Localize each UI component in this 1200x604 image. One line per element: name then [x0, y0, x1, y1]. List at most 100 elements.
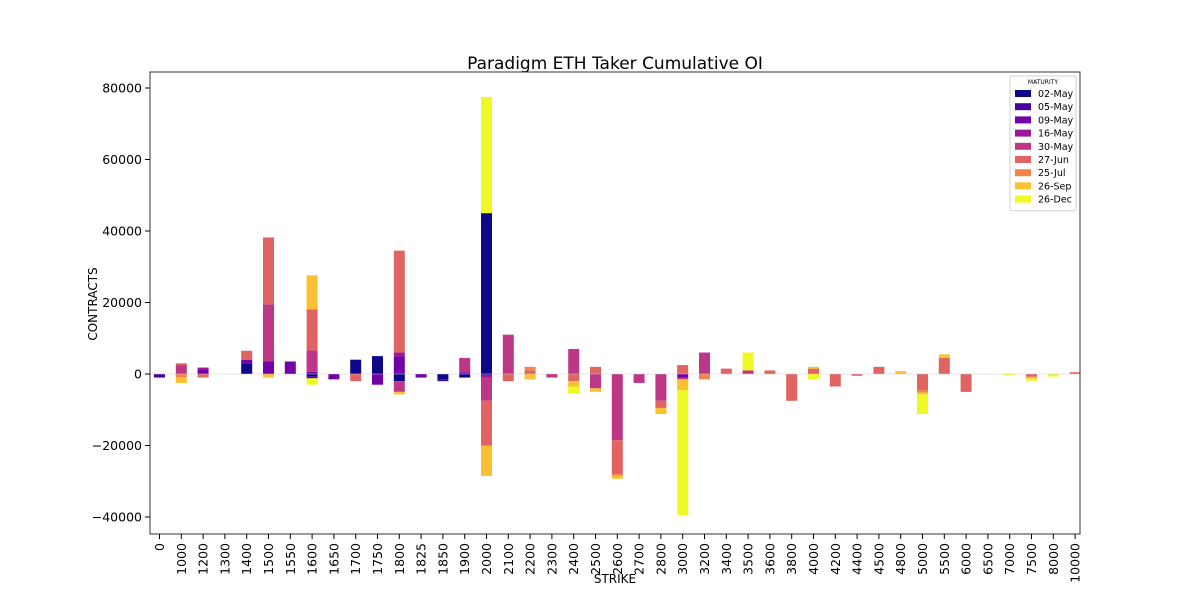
bar-2600-26-Sep	[611, 475, 623, 479]
legend-swatch	[1015, 195, 1031, 203]
bar-1000-25-Jul	[175, 374, 187, 378]
bar-1850-02-May	[437, 374, 449, 380]
bar-1200-16-May	[197, 367, 209, 370]
legend-label: 09-May	[1038, 115, 1074, 126]
x-tick-label: 7500	[1024, 543, 1039, 575]
bar-2000-02-May	[481, 213, 492, 375]
x-tick-label: 1700	[348, 543, 363, 575]
bar-1000-27-Jun	[175, 363, 187, 366]
bar-2600-27-Jun	[611, 440, 623, 475]
x-tick-label: 4800	[893, 543, 908, 575]
bar-2600-25-Jul	[611, 474, 623, 476]
bar-4000-26-Dec	[808, 374, 819, 380]
bar-2100-30-May	[502, 334, 514, 374]
x-axis-label: STRIKE	[594, 572, 636, 586]
legend-label: 30-May	[1038, 142, 1074, 153]
bar-7000-26-Dec	[1004, 374, 1016, 376]
bar-2000-30-May	[481, 377, 492, 401]
bar-4000-26-Sep	[808, 366, 819, 369]
bar-4200-27-Jun	[829, 374, 841, 387]
legend-title: MATURITY	[1028, 79, 1058, 86]
bar-1700-02-May	[350, 359, 362, 374]
bar-1200-09-May	[197, 369, 209, 374]
bar-1900-02-May	[459, 374, 471, 378]
bar-2300-30-May	[546, 374, 558, 378]
bar-6000-27-Jun	[960, 374, 972, 392]
bar-1400-02-May	[241, 363, 253, 374]
bar-3500-26-Dec	[742, 352, 754, 371]
x-tick-label: 2000	[479, 543, 494, 575]
bar-3200-30-May	[699, 352, 710, 374]
legend-swatch	[1015, 142, 1031, 150]
x-tick-label: 3200	[697, 543, 712, 575]
bar-1600-26-Sep	[306, 275, 318, 310]
x-tick-label: 2800	[653, 543, 668, 575]
bar-1600-02-May	[306, 374, 318, 377]
bar-2700-30-May	[633, 374, 645, 383]
x-tick-label: 1600	[305, 543, 320, 575]
bar-1600-27-Jun	[306, 309, 318, 351]
x-tick-label: 2400	[566, 543, 581, 575]
x-tick-label: 5000	[915, 543, 930, 575]
bar-5000-26-Dec	[917, 394, 928, 415]
legend-items: 02-May 05-May 09-May 16-May 30-May 27-Jun 25-J…	[1015, 89, 1074, 206]
x-tick-label: 3800	[784, 543, 799, 575]
x-tick-label: 2500	[588, 543, 603, 575]
legend-label: 16-May	[1038, 129, 1074, 140]
legend-swatch	[1015, 129, 1031, 137]
x-tick-label: 3600	[762, 543, 777, 575]
bar-2000-26-Dec	[481, 96, 492, 214]
bar-2200-25-Jul	[524, 366, 536, 371]
bar-3800-27-Jun	[786, 374, 798, 401]
bar-1600-09-May	[306, 371, 318, 374]
bar-1400-27-Jun	[241, 350, 253, 360]
legend-swatch	[1015, 169, 1031, 177]
bar-1800-02-May	[393, 374, 405, 382]
x-tick-label: 1850	[435, 543, 450, 575]
x-tick-label: 2600	[610, 543, 625, 575]
bar-7500-26-Sep	[1026, 376, 1037, 379]
bar-5000-25-Jul	[917, 390, 928, 393]
bar-2500-30-May	[590, 374, 601, 389]
bar-2000-27-Jun	[481, 400, 492, 446]
x-tick-label: 6000	[959, 543, 974, 575]
bar-1500-26-Sep	[263, 374, 274, 378]
y-axis-label: CONTRACTS	[86, 267, 100, 340]
bar-1200-27-Jun	[197, 374, 209, 378]
legend-label: 25-Jul	[1038, 168, 1066, 179]
y-tick-label: 20000	[102, 295, 142, 310]
bar-1800-27-Jun	[393, 250, 405, 353]
bar-1800-26-Sep	[393, 391, 405, 395]
x-tick-label: 3400	[719, 543, 734, 575]
bar-3000-26-Sep	[677, 379, 689, 391]
bar-1700-27-Jun	[350, 374, 362, 382]
bar-1900-09-May	[459, 372, 471, 374]
bar-2400-30-May	[568, 348, 580, 374]
x-tick-label: 1400	[239, 543, 254, 575]
legend-swatch	[1015, 116, 1031, 124]
bar-2200-27-Jun	[524, 370, 536, 374]
legend-label: 26-Sep	[1038, 181, 1071, 192]
x-tick-label: 3000	[675, 543, 690, 575]
bar-3000-27-Jun	[677, 365, 689, 374]
bar-5000-27-Jun	[917, 374, 928, 391]
x-tick-label: 0	[152, 543, 167, 551]
x-tick-label: 1900	[457, 543, 472, 575]
x-tick-label: 2700	[632, 543, 647, 575]
bar-2100-27-Jun	[502, 374, 514, 382]
x-tick-label: 1650	[326, 543, 341, 575]
x-tick-label: 2200	[523, 543, 538, 575]
legend-label: 05-May	[1038, 102, 1074, 113]
bar-3000-30-May	[677, 377, 689, 380]
bar-2800-26-Sep	[655, 407, 667, 415]
bar-2400-26-Dec	[568, 386, 580, 394]
bar-7500-27-Jun	[1026, 374, 1037, 377]
bar-3400-27-Jun	[720, 368, 732, 374]
x-tick-label: 1550	[283, 543, 298, 575]
bar-1800-16-May	[393, 352, 405, 357]
x-tick-label: 1300	[217, 543, 232, 575]
bar-1000-30-May	[175, 365, 187, 374]
bar-1600-26-Dec	[306, 378, 318, 385]
